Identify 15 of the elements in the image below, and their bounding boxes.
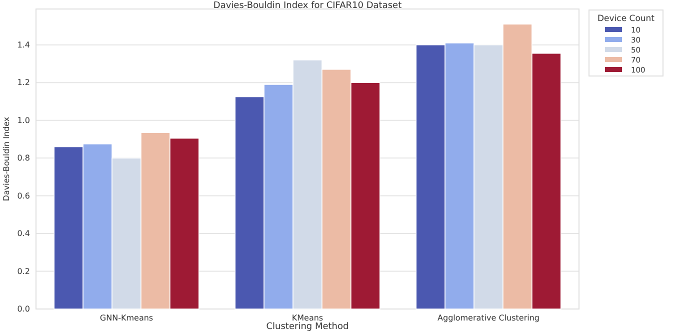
y-tick-label: 0.6 [17, 191, 30, 200]
x-tick-label: Agglomerative Clustering [438, 314, 540, 323]
x-axis-title: Clustering Method [266, 322, 349, 332]
y-tick-label: 0.0 [17, 304, 30, 314]
legend-title: Device Count [597, 14, 656, 24]
y-tick-label: 1.2 [17, 78, 30, 88]
x-tick-label: KMeans [292, 314, 324, 323]
y-tick-label: 0.4 [17, 229, 30, 238]
y-tick-label: 1.0 [17, 116, 30, 125]
y-tick-label: 1.4 [17, 40, 30, 50]
chart-title: Davies-Bouldin Index for CIFAR10 Dataset [213, 1, 402, 11]
y-tick-label: 0.8 [17, 154, 30, 163]
y-tick-label: 0.2 [17, 266, 30, 276]
x-tick-label: GNN-Kmeans [100, 314, 154, 323]
y-axis-title: Davies-Bouldin Index [2, 116, 11, 202]
